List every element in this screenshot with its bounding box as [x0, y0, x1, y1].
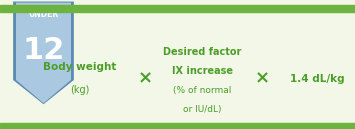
Text: 1.4 dL/kg: 1.4 dL/kg [290, 74, 344, 84]
Text: ×: × [138, 70, 153, 88]
Text: (kg): (kg) [70, 85, 89, 95]
Text: Body weight: Body weight [43, 62, 116, 72]
Bar [0, 5, 355, 12]
Text: or IU/dL): or IU/dL) [183, 105, 222, 114]
Text: (% of normal: (% of normal [173, 86, 231, 95]
Text: ×: × [255, 70, 270, 88]
Text: Desired factor: Desired factor [163, 47, 241, 57]
Polygon shape [13, 2, 74, 104]
Polygon shape [16, 3, 71, 103]
Text: UNDER: UNDER [28, 10, 59, 19]
Text: IX increase: IX increase [172, 66, 233, 76]
Text: 12: 12 [22, 36, 65, 65]
Bar [0, 123, 355, 129]
